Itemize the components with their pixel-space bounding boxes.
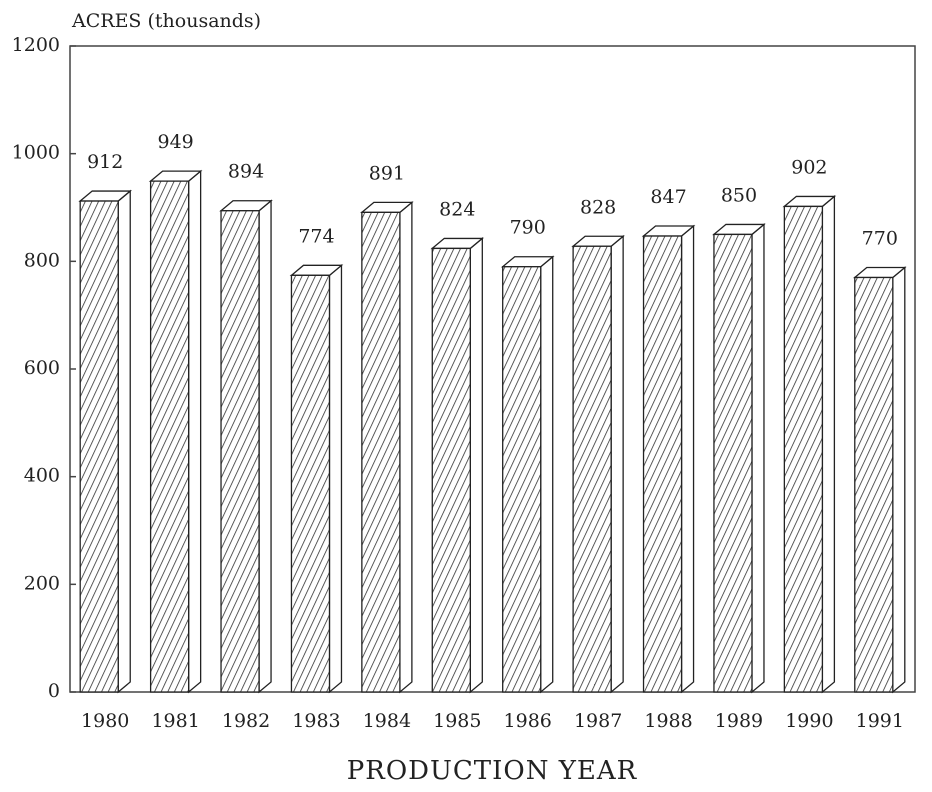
value-label: 774 [298, 225, 334, 247]
bar-side [469, 237, 483, 694]
bar-side [187, 169, 202, 694]
y-axis-label: ACRES (thousands) [71, 10, 261, 32]
value-label: 828 [580, 196, 616, 218]
x-tick-label: 1990 [785, 710, 833, 732]
bar [79, 200, 119, 693]
bar-side [751, 223, 765, 694]
bar [642, 235, 683, 693]
y-tick-label: 1000 [12, 142, 60, 164]
bar [783, 205, 824, 693]
x-tick-label: 1981 [151, 710, 199, 732]
x-tick-label: 1984 [363, 710, 411, 732]
bar-side [258, 199, 272, 694]
bar [502, 266, 542, 693]
x-tick-label: 1988 [644, 710, 692, 732]
value-label: 902 [791, 156, 827, 178]
bar [290, 274, 331, 693]
value-label: 770 [862, 227, 898, 249]
x-tick-label: 1982 [222, 710, 270, 732]
value-label: 790 [510, 217, 546, 239]
x-axis-label: PRODUCTION YEAR [347, 756, 638, 786]
bar-side [821, 195, 836, 694]
bar-side [117, 189, 131, 694]
x-tick-label: 1991 [856, 710, 904, 732]
value-label: 847 [650, 186, 686, 208]
value-label: 894 [228, 161, 264, 183]
x-tick-label: 1985 [433, 710, 481, 732]
bar-side [540, 255, 554, 694]
x-tick-label: 1980 [81, 710, 129, 732]
y-tick-label: 400 [24, 465, 60, 487]
value-label: 824 [439, 198, 475, 220]
y-tick-label: 200 [24, 572, 60, 594]
bar [572, 245, 612, 693]
y-tick-label: 600 [24, 357, 60, 379]
bar-side [892, 266, 906, 694]
x-tick-label: 1986 [504, 710, 552, 732]
bar-side [399, 200, 413, 694]
y-tick-label: 0 [48, 680, 60, 702]
value-label: 850 [721, 184, 757, 206]
bar [361, 211, 401, 693]
y-tick-label: 800 [24, 249, 60, 271]
bar [713, 233, 753, 693]
bar [431, 247, 471, 693]
bar [854, 276, 894, 693]
x-tick-label: 1983 [292, 710, 340, 732]
bar [149, 180, 190, 693]
value-label: 912 [87, 151, 123, 173]
x-tick-label: 1989 [715, 710, 763, 732]
value-label: 949 [157, 131, 193, 153]
bar-side [328, 263, 343, 694]
x-tick-label: 1987 [574, 710, 622, 732]
y-tick-label: 1200 [12, 34, 60, 56]
bar-side [680, 224, 695, 694]
bar [220, 210, 260, 693]
value-label: 891 [369, 162, 405, 184]
bar-side [610, 234, 624, 694]
